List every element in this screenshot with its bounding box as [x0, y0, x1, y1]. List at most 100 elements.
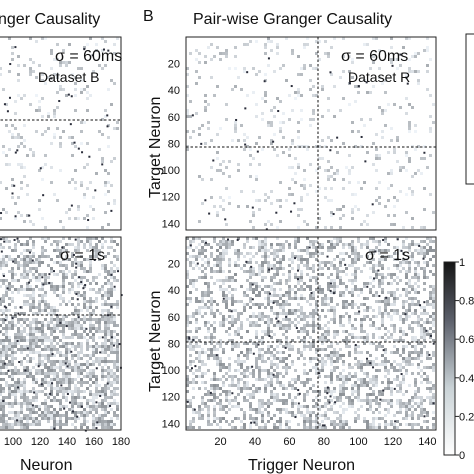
heatmap-cell — [29, 417, 32, 420]
heatmap-cell — [116, 351, 119, 354]
heatmap-cell — [261, 378, 264, 381]
heatmap-cell — [348, 181, 351, 184]
heatmap-cell — [32, 405, 35, 408]
heatmap-cell — [333, 279, 336, 282]
heatmap-cell — [17, 417, 20, 420]
heatmap-cell — [32, 151, 35, 154]
heatmap-strong-cell — [326, 392, 329, 395]
heatmap-cell — [113, 414, 116, 417]
heatmap-cell — [35, 372, 38, 375]
heatmap-cell — [399, 294, 402, 297]
heatmap-cell — [348, 169, 351, 172]
heatmap-cell — [384, 366, 387, 369]
left-figure-title: nger Causality — [0, 11, 100, 28]
heatmap-cell — [186, 285, 189, 288]
heatmap-strong-cell — [364, 160, 367, 163]
heatmap-cell — [59, 426, 62, 429]
heatmap-cell — [17, 264, 20, 267]
heatmap-cell — [2, 312, 5, 315]
heatmap-cell — [252, 408, 255, 411]
heatmap-cell — [264, 408, 267, 411]
heatmap-cell — [192, 417, 195, 420]
heatmap-cell — [279, 100, 282, 103]
heatmap-cell — [50, 345, 53, 348]
heatmap-cell — [333, 312, 336, 315]
heatmap-cell — [375, 169, 378, 172]
heatmap-cell — [216, 402, 219, 405]
heatmap-cell — [264, 223, 267, 226]
heatmap-cell — [104, 327, 107, 330]
heatmap-cell — [279, 357, 282, 360]
heatmap-cell — [14, 420, 17, 423]
heatmap-cell — [318, 261, 321, 264]
heatmap-cell — [366, 393, 369, 396]
heatmap-cell — [189, 261, 192, 264]
heatmap-cell — [107, 202, 110, 205]
heatmap-cell — [201, 351, 204, 354]
heatmap-cell — [279, 339, 282, 342]
heatmap-cell — [107, 330, 110, 333]
heatmap-cell — [77, 264, 80, 267]
heatmap-cell — [399, 327, 402, 330]
x-ticks-right-bottom: 20 40 60 80 100 120 140 — [214, 436, 436, 448]
heatmap-cell — [267, 249, 270, 252]
heatmap-cell — [321, 333, 324, 336]
heatmap-cell — [354, 285, 357, 288]
heatmap-cell — [420, 405, 423, 408]
heatmap-cell — [186, 399, 189, 402]
heatmap-cell — [29, 279, 32, 282]
heatmap-cell — [56, 240, 59, 243]
heatmap-cell — [23, 145, 26, 148]
heatmap-cell — [44, 363, 47, 366]
heatmap-cell — [354, 246, 357, 249]
heatmap-cell — [336, 354, 339, 357]
heatmap-cell — [318, 360, 321, 363]
heatmap-cell — [38, 261, 41, 264]
heatmap-cell — [222, 240, 225, 243]
heatmap-cell — [41, 261, 44, 264]
heatmap-cell — [345, 288, 348, 291]
heatmap-cell — [20, 408, 23, 411]
heatmap-cell — [38, 279, 41, 282]
heatmap-cell — [92, 360, 95, 363]
heatmap-cell — [29, 348, 32, 351]
heatmap-cell — [246, 94, 249, 97]
heatmap-cell — [53, 109, 56, 112]
heatmap-cell — [342, 423, 345, 426]
heatmap-cell — [345, 375, 348, 378]
heatmap-cell — [411, 372, 414, 375]
heatmap-cell — [53, 336, 56, 339]
heatmap-cell — [393, 294, 396, 297]
heatmap-cell — [300, 208, 303, 211]
heatmap-cell — [234, 124, 237, 127]
heatmap-cell — [41, 37, 44, 40]
heatmap-cell — [321, 88, 324, 91]
colorbar-tick-label: 0.2 — [459, 411, 474, 423]
heatmap-cell — [312, 318, 315, 321]
heatmap-cell — [351, 366, 354, 369]
heatmap-cell — [216, 348, 219, 351]
heatmap-cell — [348, 363, 351, 366]
heatmap-cell — [297, 240, 300, 243]
heatmap-strong-cell — [268, 334, 271, 337]
heatmap-cell — [2, 208, 5, 211]
heatmap-cell — [261, 279, 264, 282]
heatmap-cell — [426, 46, 429, 49]
heatmap-cell — [303, 67, 306, 70]
heatmap-cell — [426, 411, 429, 414]
heatmap-cell — [98, 345, 101, 348]
heatmap-cell — [2, 351, 5, 354]
heatmap-cell — [53, 330, 56, 333]
heatmap-cell — [255, 237, 258, 240]
heatmap-cell — [384, 348, 387, 351]
heatmap-cell — [276, 303, 279, 306]
heatmap-cell — [83, 336, 86, 339]
heatmap-cell — [38, 64, 41, 67]
heatmap-cell — [369, 91, 372, 94]
heatmap-strong-cell — [85, 327, 88, 330]
heatmap-strong-cell — [3, 103, 6, 106]
heatmap-cell — [327, 375, 330, 378]
heatmap-cell — [26, 255, 29, 258]
heatmap-cell — [255, 330, 258, 333]
heatmap-cell — [204, 249, 207, 252]
